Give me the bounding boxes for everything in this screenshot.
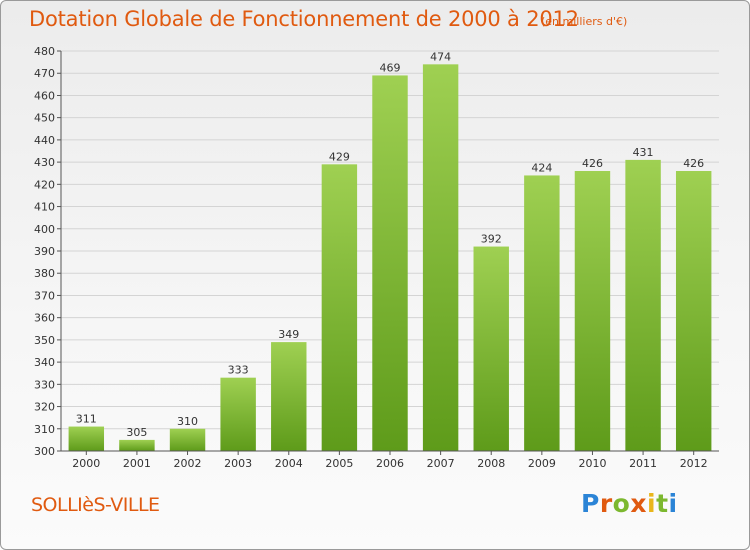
- x-tick-label: 2004: [275, 457, 303, 470]
- bar-value-label: 426: [683, 157, 704, 170]
- bar-value-label: 474: [430, 50, 451, 63]
- logo-letter: x: [630, 489, 647, 518]
- y-tick-label: 340: [34, 356, 55, 369]
- x-tick-label: 2005: [325, 457, 353, 470]
- logo-letter: r: [599, 489, 613, 518]
- x-tick-label: 2010: [578, 457, 606, 470]
- y-tick-label: 360: [34, 312, 55, 325]
- y-tick-label: 400: [34, 223, 55, 236]
- x-tick-label: 2008: [477, 457, 505, 470]
- bar-value-label: 469: [380, 61, 401, 74]
- y-tick-label: 350: [34, 334, 55, 347]
- y-tick-label: 460: [34, 89, 55, 102]
- logo-letter: i: [668, 489, 678, 518]
- bar[interactable]: [675, 171, 712, 451]
- y-tick-label: 480: [34, 45, 55, 58]
- y-tick-label: 320: [34, 401, 55, 414]
- y-tick-label: 470: [34, 67, 55, 80]
- bar-value-label: 392: [481, 233, 502, 246]
- bar[interactable]: [220, 377, 256, 451]
- bar[interactable]: [271, 342, 307, 451]
- bar-value-label: 431: [633, 146, 654, 159]
- bar[interactable]: [422, 64, 459, 452]
- bar-value-label: 429: [329, 150, 350, 163]
- bar-value-label: 426: [582, 157, 603, 170]
- logo-letter: t: [656, 489, 669, 518]
- chart-title: Dotation Globale de Fonctionnement de 20…: [29, 7, 579, 31]
- y-tick-label: 380: [34, 267, 55, 280]
- x-tick-label: 2000: [72, 457, 100, 470]
- bar[interactable]: [68, 426, 105, 451]
- x-tick-label: 2001: [123, 457, 151, 470]
- y-tick-label: 300: [34, 445, 55, 458]
- logo-letter: o: [612, 489, 631, 518]
- bar-value-label: 349: [278, 328, 299, 341]
- x-tick-label: 2006: [376, 457, 404, 470]
- x-tick-label: 2009: [528, 457, 556, 470]
- bar-value-label: 310: [177, 415, 198, 428]
- bar[interactable]: [524, 175, 560, 451]
- bar[interactable]: [372, 75, 408, 451]
- bar-value-label: 333: [228, 364, 249, 377]
- y-tick-label: 390: [34, 245, 55, 258]
- y-tick-label: 430: [34, 156, 55, 169]
- logo-letter: i: [647, 489, 657, 518]
- x-tick-label: 2002: [174, 457, 202, 470]
- bar-value-label: 424: [531, 161, 552, 174]
- bar-value-label: 311: [76, 413, 97, 426]
- bar[interactable]: [625, 159, 661, 451]
- y-tick-label: 310: [34, 423, 55, 436]
- x-tick-label: 2003: [224, 457, 252, 470]
- proxiti-logo[interactable]: Proxiti: [581, 489, 678, 518]
- bar[interactable]: [169, 428, 206, 451]
- y-tick-label: 370: [34, 289, 55, 302]
- bar[interactable]: [473, 246, 509, 451]
- logo-letter: P: [581, 489, 600, 518]
- y-tick-label: 330: [34, 378, 55, 391]
- bar[interactable]: [574, 171, 611, 451]
- bar[interactable]: [119, 439, 155, 451]
- city-name: SOLLIèS-VILLE: [31, 494, 160, 516]
- chart-unit: (en milliers d'€): [541, 15, 628, 28]
- x-tick-label: 2007: [427, 457, 455, 470]
- y-tick-label: 420: [34, 178, 55, 191]
- x-tick-label: 2012: [680, 457, 708, 470]
- x-tick-label: 2011: [629, 457, 657, 470]
- bar-value-label: 305: [126, 426, 147, 439]
- bar[interactable]: [321, 164, 358, 452]
- y-tick-label: 410: [34, 201, 55, 214]
- y-tick-label: 440: [34, 134, 55, 147]
- y-tick-label: 450: [34, 112, 55, 125]
